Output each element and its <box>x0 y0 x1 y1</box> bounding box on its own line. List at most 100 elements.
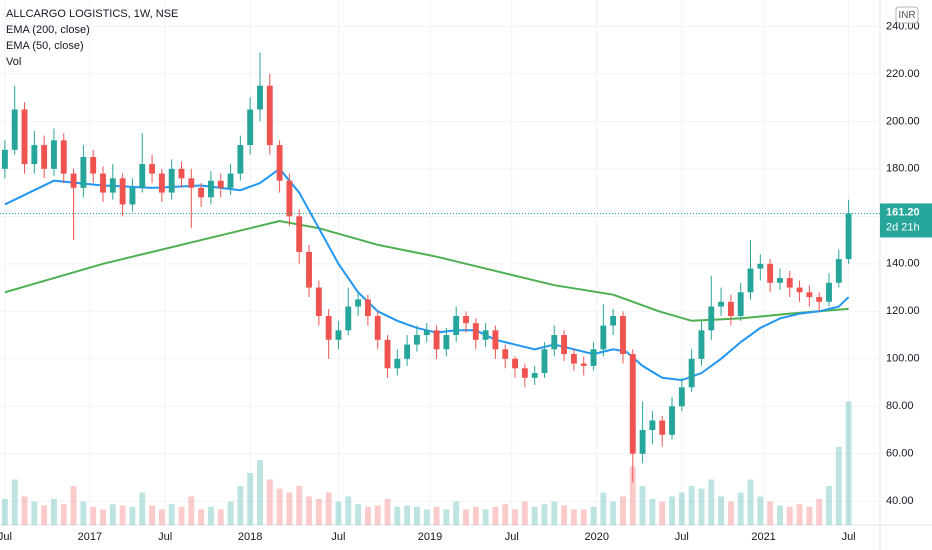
volume-bar <box>629 466 636 525</box>
x-tick-label: Jul <box>675 531 689 543</box>
currency-label: INR <box>898 10 915 21</box>
candle-body <box>276 145 283 181</box>
volume-bar <box>286 492 293 525</box>
candle-body <box>198 187 205 198</box>
candle-body <box>149 164 156 174</box>
volume-bar <box>659 501 666 525</box>
candle-body <box>100 173 106 193</box>
volume-bar <box>306 496 312 525</box>
candle-body <box>109 178 116 193</box>
candle-body <box>178 168 185 179</box>
candle-body <box>541 349 548 374</box>
volume-bar <box>737 492 744 525</box>
volume-bar <box>561 505 568 525</box>
candle-body <box>374 316 381 340</box>
volume-bar <box>639 486 646 525</box>
candle-body <box>60 140 67 174</box>
volume-bar <box>198 509 205 525</box>
candle-body <box>610 316 617 326</box>
volume-bar <box>129 506 136 525</box>
volume-bar <box>845 401 852 525</box>
candle-body <box>757 263 764 269</box>
candle-body <box>639 430 646 454</box>
volume-bar <box>443 509 450 525</box>
x-tick-label: 2018 <box>238 531 262 543</box>
candle-body <box>11 109 18 150</box>
x-tick-label: Jul <box>842 531 856 543</box>
volume-bar <box>315 499 322 525</box>
volume-bar <box>178 506 185 525</box>
price-badge <box>880 203 932 238</box>
volume-bar <box>708 479 715 525</box>
candle-body <box>237 145 244 174</box>
candle-body <box>41 145 48 169</box>
candle-body <box>531 373 538 378</box>
volume-bar <box>786 506 793 525</box>
volume-bar <box>296 486 303 525</box>
volume-bar <box>90 506 97 525</box>
candle-body <box>659 420 666 435</box>
candle-body <box>404 344 411 359</box>
candle-body <box>139 164 146 188</box>
candle-body <box>835 259 842 283</box>
volume-bar <box>394 506 401 525</box>
y-tick-label: 140.00 <box>886 258 920 270</box>
volume-bar <box>512 509 518 525</box>
volume-bar <box>119 505 126 525</box>
candle-body <box>580 363 587 366</box>
candle-body <box>688 358 695 388</box>
candle-body <box>286 180 293 217</box>
ema-line <box>4 167 850 382</box>
candle-body <box>776 278 783 283</box>
volume-bar <box>168 504 175 525</box>
volume-bar <box>531 506 538 525</box>
volume-bar <box>669 496 675 525</box>
volume-bar <box>453 501 460 525</box>
candle-body <box>158 173 165 193</box>
volume-bar <box>414 506 420 525</box>
y-tick-label: 80.00 <box>886 400 914 412</box>
volume-bar <box>816 499 823 525</box>
volume-bar <box>247 473 254 525</box>
volume-bar <box>227 501 234 525</box>
volume-bar <box>384 499 391 525</box>
x-tick-label: 2021 <box>751 531 775 543</box>
legend-entry: EMA (50, close) <box>6 40 84 52</box>
candle-body <box>21 109 28 165</box>
candle-body <box>423 330 430 336</box>
volume-bar <box>580 509 587 525</box>
volume-bar <box>41 505 48 525</box>
volume-bar <box>551 501 558 525</box>
candle-body <box>512 358 518 369</box>
volume-bar <box>257 460 263 525</box>
legend: ALLCARGO LOGISTICS, 1W, NSE EMA (200, cl… <box>6 6 178 70</box>
volume-bar <box>70 486 77 525</box>
volume-bar <box>502 504 509 525</box>
volume-bar <box>796 504 803 525</box>
volume-bar <box>463 509 469 525</box>
volume-bar <box>718 496 725 525</box>
volume-bar <box>217 509 224 525</box>
x-tick-label: 2019 <box>418 531 442 543</box>
candle-body <box>207 180 214 198</box>
volume-bar <box>570 509 577 525</box>
volume-bar <box>364 506 371 525</box>
candle-body <box>443 335 450 350</box>
volume-bar <box>21 496 28 525</box>
candle-body <box>747 268 754 293</box>
x-tick-label: Jul <box>158 531 172 543</box>
candle-body <box>31 145 38 165</box>
candle-body <box>463 316 469 324</box>
candle-body <box>737 292 744 317</box>
candle-body <box>296 216 303 252</box>
countdown-label: 2d 21h <box>886 221 920 233</box>
y-tick-label: 40.00 <box>886 495 914 507</box>
volume-bar <box>620 496 626 525</box>
candle-body <box>306 251 312 288</box>
x-tick-label: Jul <box>0 531 12 543</box>
candle-body <box>521 368 528 378</box>
candle-body <box>482 330 489 340</box>
volume-bar <box>109 504 116 525</box>
volume-bar <box>237 486 244 525</box>
